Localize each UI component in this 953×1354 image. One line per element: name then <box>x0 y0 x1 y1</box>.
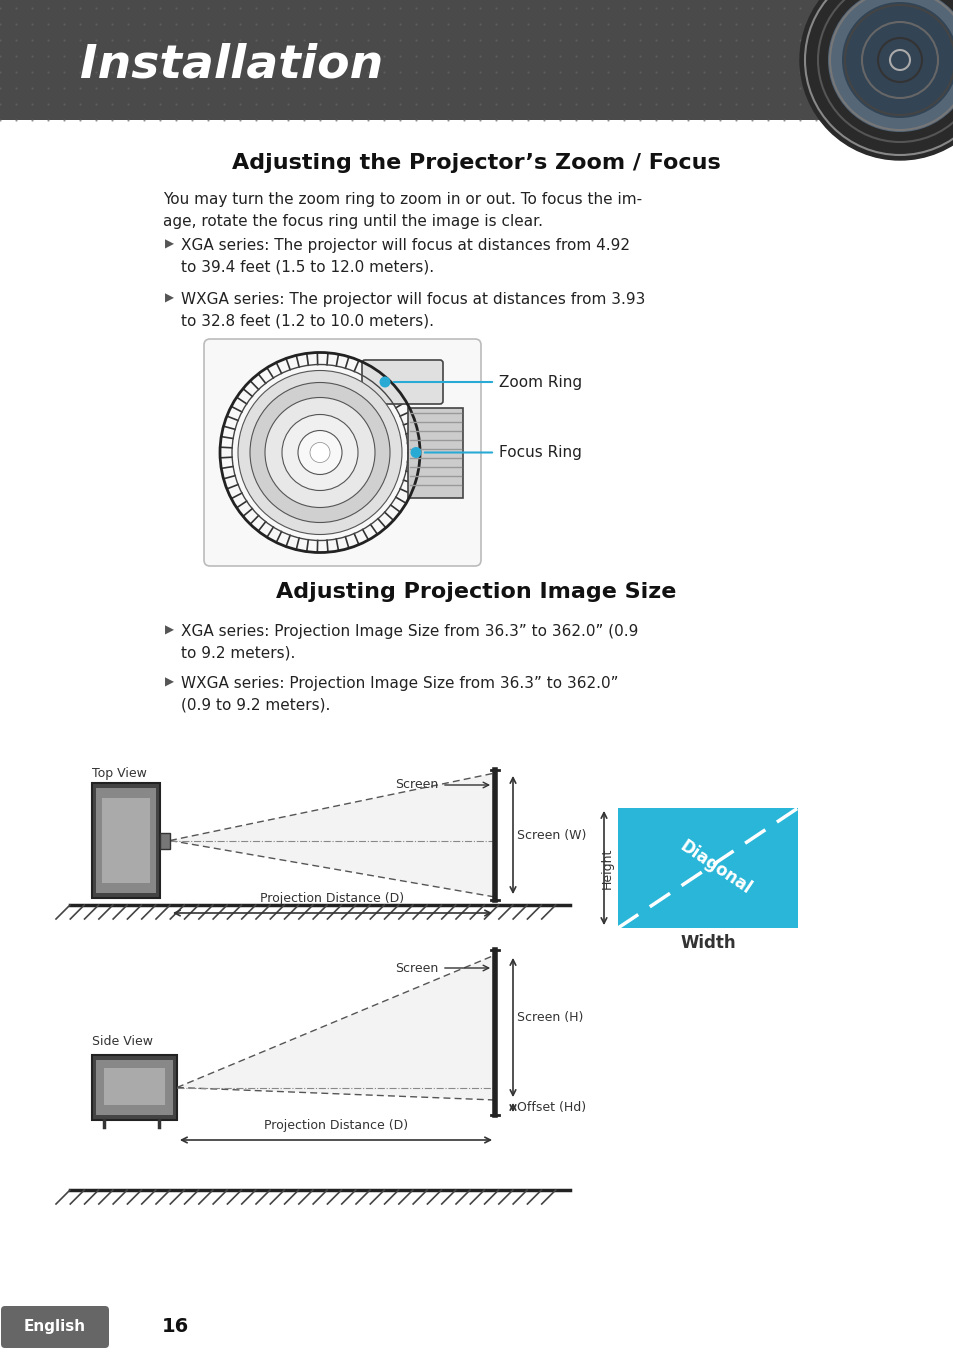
Text: XGA series: The projector will focus at distances from 4.92
to 39.4 feet (1.5 to: XGA series: The projector will focus at … <box>181 238 629 275</box>
Text: WXGA series: The projector will focus at distances from 3.93
to 32.8 feet (1.2 t: WXGA series: The projector will focus at… <box>181 292 644 329</box>
Text: ▶: ▶ <box>165 292 173 305</box>
Text: Height: Height <box>600 848 614 888</box>
Text: Focus Ring: Focus Ring <box>498 445 581 460</box>
Circle shape <box>379 376 390 387</box>
Text: Screen: Screen <box>395 961 437 975</box>
FancyBboxPatch shape <box>204 338 480 566</box>
Bar <box>102 798 150 883</box>
Text: Screen: Screen <box>395 779 437 792</box>
Circle shape <box>250 382 390 523</box>
Text: English: English <box>24 1320 86 1335</box>
Text: Projection Distance (D): Projection Distance (D) <box>264 1118 408 1132</box>
Circle shape <box>237 371 401 535</box>
Polygon shape <box>177 955 495 1099</box>
Bar <box>96 788 156 894</box>
Text: Zoom Ring: Zoom Ring <box>498 375 581 390</box>
Bar <box>618 808 797 927</box>
Text: Screen (H): Screen (H) <box>517 1011 583 1024</box>
Text: Screen (W): Screen (W) <box>517 829 586 841</box>
Text: ▶: ▶ <box>165 676 173 689</box>
Text: Adjusting Projection Image Size: Adjusting Projection Image Size <box>276 582 676 603</box>
Bar <box>91 1055 177 1120</box>
Text: Adjusting the Projector’s Zoom / Focus: Adjusting the Projector’s Zoom / Focus <box>232 153 720 173</box>
Text: Projection Distance (D): Projection Distance (D) <box>260 892 404 904</box>
Text: Diagonal: Diagonal <box>676 838 755 899</box>
Circle shape <box>297 431 341 474</box>
Bar <box>0 0 953 121</box>
Bar <box>160 833 170 849</box>
Circle shape <box>310 443 330 463</box>
Circle shape <box>841 1 953 118</box>
Polygon shape <box>170 773 495 896</box>
Text: You may turn the zoom ring to zoom in or out. To focus the im-
age, rotate the f: You may turn the zoom ring to zoom in or… <box>163 192 641 229</box>
FancyBboxPatch shape <box>361 360 442 403</box>
Circle shape <box>282 414 357 490</box>
Text: WXGA series: Projection Image Size from 36.3” to 362.0”
(0.9 to 9.2 meters).: WXGA series: Projection Image Size from … <box>181 676 618 712</box>
Circle shape <box>827 0 953 131</box>
Bar <box>96 1060 172 1114</box>
Text: 16: 16 <box>161 1317 189 1336</box>
Text: Top View: Top View <box>91 766 147 780</box>
Text: ▶: ▶ <box>165 624 173 636</box>
Text: XGA series: Projection Image Size from 36.3” to 362.0” (0.9
to 9.2 meters).: XGA series: Projection Image Size from 3… <box>181 624 638 661</box>
Circle shape <box>800 0 953 160</box>
Text: Offset (Hd): Offset (Hd) <box>517 1101 585 1114</box>
Circle shape <box>410 447 421 458</box>
Text: Side View: Side View <box>91 1034 152 1048</box>
Bar <box>104 1068 165 1105</box>
Bar <box>408 408 462 497</box>
Circle shape <box>265 398 375 508</box>
Text: Width: Width <box>679 934 735 952</box>
FancyBboxPatch shape <box>1 1307 109 1349</box>
Text: Installation: Installation <box>80 42 383 88</box>
Text: ▶: ▶ <box>165 238 173 250</box>
Bar <box>91 783 160 898</box>
